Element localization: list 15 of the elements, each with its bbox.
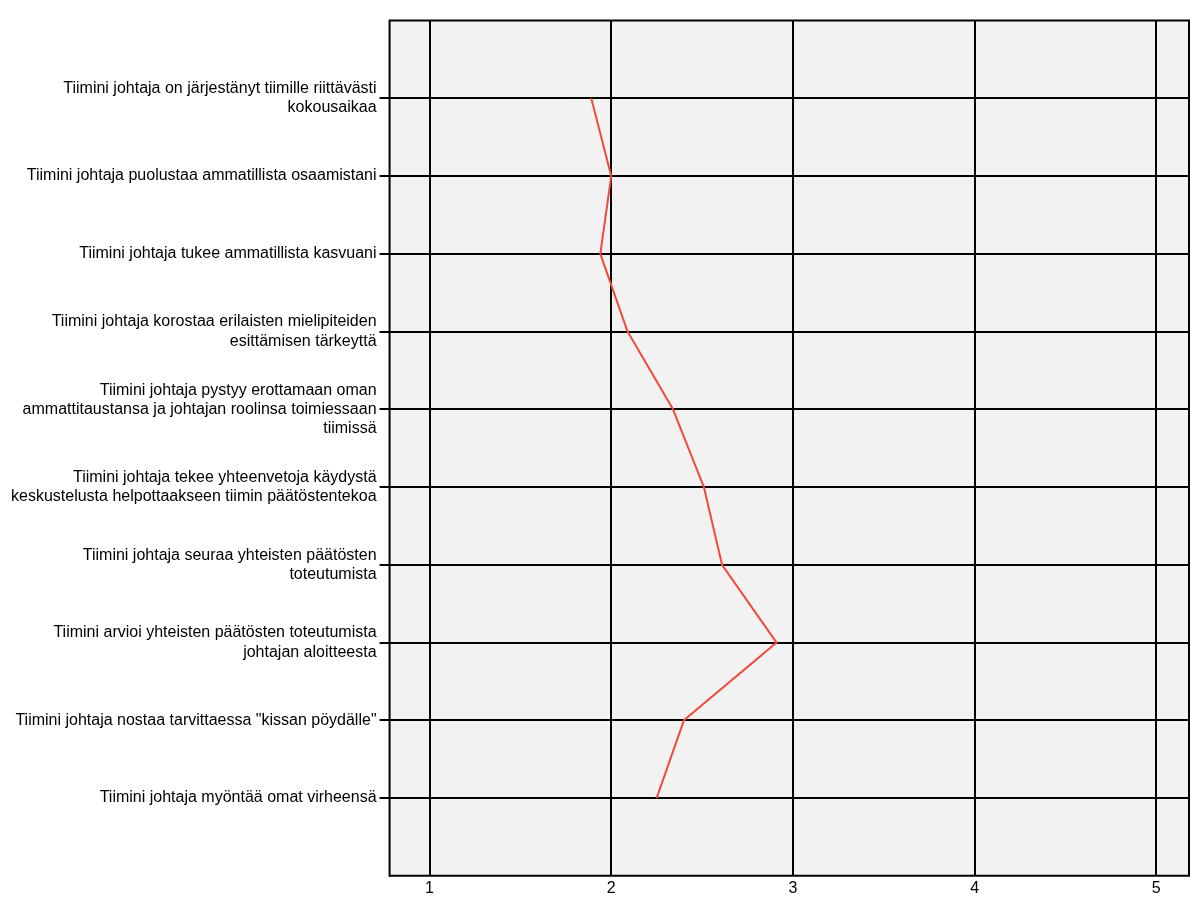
y-tick-label: Tiimini johtaja myöntää omat virheensä [99,788,377,806]
y-tick-label: Tiimini arvioi yhteisten päätösten toteutumista johtajan aloitteesta [53,623,377,660]
y-tick-label: Tiimini johtaja puolustaa ammatillista osaamistani [26,166,377,184]
x-tick-label: 4 [970,878,980,896]
y-tick-label: Tiimini johtaja seuraa yhteisten päätösten toteutumista [82,545,377,582]
y-tick-label: Tiimini johtaja korostaa erilaisten mielipiteiden esittämisen tärkeyttä [51,312,377,349]
x-tick-label: 5 [1151,878,1161,896]
x-tick-label: 3 [788,878,798,896]
y-tick-label: Tiimini johtaja on järjestänyt tiimille riittävästi kokousaikaa [63,79,377,116]
y-tick-label: Tiimini johtaja pystyy erottamaan oman ammattitaustansa ja johtajan roolinsa toimiessaan tiimissä [22,380,377,436]
x-tick-label: 2 [606,878,616,896]
y-tick-label: Tiimini johtaja tekee yhteenvetoja käydystä keskustelusta helpottaakseen tiimin päätöstentekoa [11,467,377,505]
x-tick-label: 1 [425,878,435,896]
y-tick-label: Tiimini johtaja tukee ammatillista kasvuani [79,244,377,262]
y-tick-label: Tiimini johtaja nostaa tarvittaessa "kissan pöydälle" [15,710,377,728]
